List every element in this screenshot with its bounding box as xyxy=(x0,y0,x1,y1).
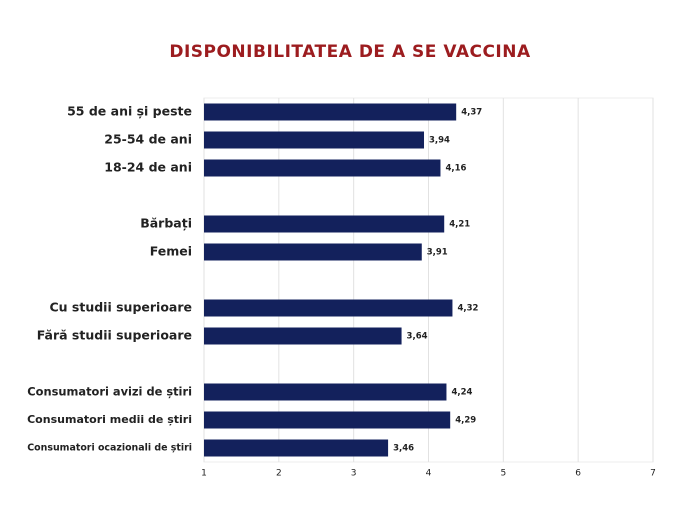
value-label: 4,16 xyxy=(445,164,466,174)
value-label: 3,64 xyxy=(407,332,428,342)
bar xyxy=(204,103,457,121)
bar xyxy=(204,439,389,457)
y-tick-label: Consumatori avizi de știri xyxy=(27,385,192,399)
y-tick-label: Consumatori medii de știri xyxy=(27,413,192,426)
value-label: 4,37 xyxy=(461,108,482,118)
x-tick-label: 2 xyxy=(276,469,282,479)
value-label: 3,94 xyxy=(429,136,450,146)
x-tick-label: 7 xyxy=(650,469,656,479)
y-tick-label: Consumatori ocazionali de știri xyxy=(27,443,192,454)
y-tick-label: 18-24 de ani xyxy=(104,160,192,175)
bar xyxy=(204,383,447,401)
x-tick-label: 4 xyxy=(426,469,432,479)
value-label: 3,46 xyxy=(393,444,414,454)
bar xyxy=(204,243,422,261)
y-tick-label: 55 de ani și peste xyxy=(67,104,192,119)
value-label: 4,32 xyxy=(457,304,478,314)
y-tick-label: Femei xyxy=(150,244,192,259)
x-tick-label: 6 xyxy=(575,469,581,479)
value-label: 4,29 xyxy=(455,416,476,426)
value-label: 4,21 xyxy=(449,220,470,230)
y-tick-label: Fără studii superioare xyxy=(37,328,192,343)
x-tick-label: 5 xyxy=(500,469,506,479)
value-label: 4,24 xyxy=(451,388,472,398)
y-tick-label: Bărbați xyxy=(140,216,192,231)
bar xyxy=(204,215,445,233)
bar xyxy=(204,131,425,149)
x-tick-label: 3 xyxy=(351,469,357,479)
y-tick-label: Cu studii superioare xyxy=(50,300,193,315)
bar xyxy=(204,411,451,429)
bar xyxy=(204,299,453,317)
chart-title: DISPONIBILITATEA DE A SE VACCINA xyxy=(169,42,531,62)
value-label: 3,91 xyxy=(427,248,448,258)
bar xyxy=(204,327,402,345)
bar xyxy=(204,159,441,177)
x-tick-label: 1 xyxy=(201,469,207,479)
y-tick-label: 25-54 de ani xyxy=(104,132,192,147)
